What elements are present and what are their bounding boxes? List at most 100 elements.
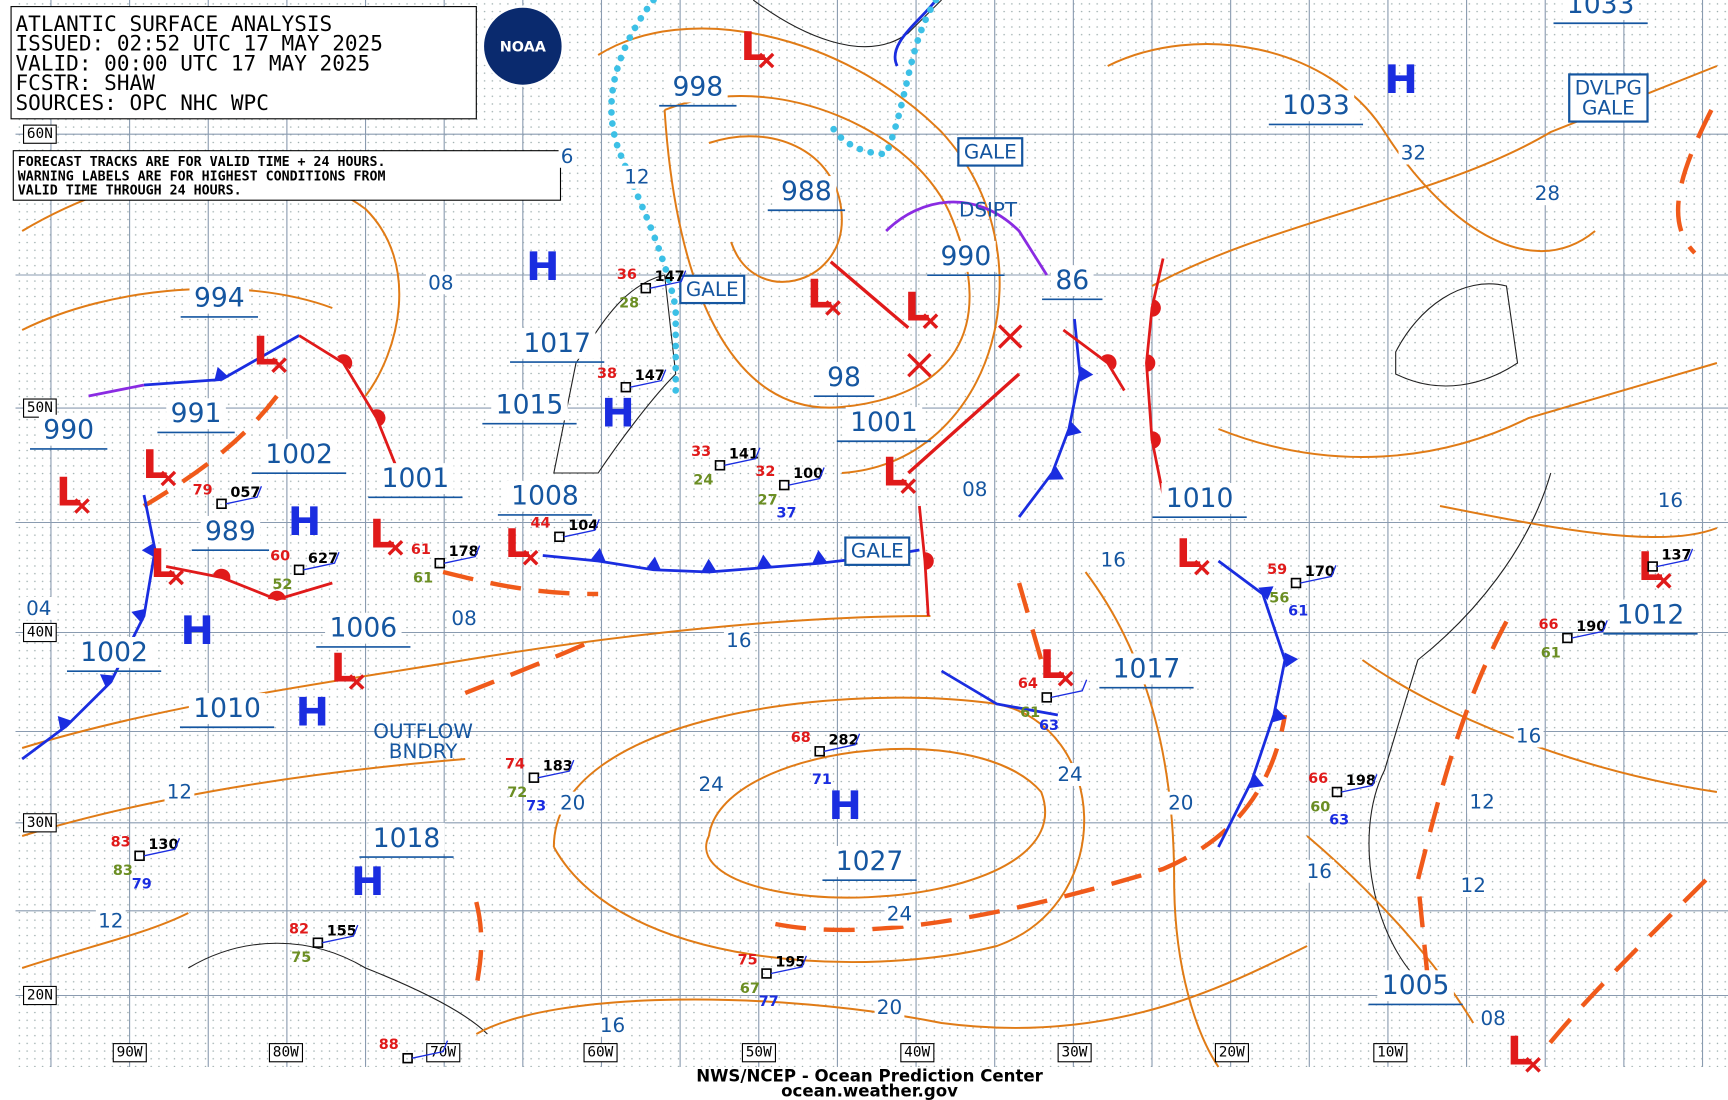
station-pressure: 057 xyxy=(230,485,260,501)
low-x xyxy=(74,498,90,514)
isobar-bg xyxy=(557,791,588,815)
warning-text: GALE xyxy=(851,540,904,563)
pressure-label: 994 xyxy=(194,283,245,314)
header-line: ATLANTIC SURFACE ANALYSIS xyxy=(16,12,333,36)
low-center: L xyxy=(142,442,167,488)
wind-barb xyxy=(788,467,825,486)
station-dewpoint: 61 xyxy=(1020,705,1040,721)
isobar-bg xyxy=(874,996,905,1020)
isobar-label: 12 xyxy=(624,166,649,189)
wind-barb xyxy=(563,518,600,538)
station-temp: 32 xyxy=(755,464,775,480)
footer-line: NWS/NCEP - Ocean Prediction Center xyxy=(696,1066,1043,1085)
noaa-logo-text: NOAA xyxy=(500,40,547,56)
warning-text: OUTFLOW xyxy=(373,720,473,743)
pressure-label: 1033 xyxy=(1567,0,1635,20)
station-pressure: 104 xyxy=(568,518,598,534)
lon-box xyxy=(1373,1043,1408,1063)
station-pressure: 147 xyxy=(635,368,665,384)
high-center: H xyxy=(288,499,321,545)
lon-box xyxy=(583,1043,618,1063)
low-x xyxy=(825,300,841,316)
isobar-bg xyxy=(622,165,652,189)
station-visibility: 77 xyxy=(759,994,779,1010)
isobar-bg xyxy=(959,478,990,502)
isobar-bg xyxy=(1055,763,1085,786)
low-center: L xyxy=(807,272,832,318)
isobar-label: 6 xyxy=(561,145,574,168)
station-temp: 61 xyxy=(411,542,431,558)
pressure-bg xyxy=(831,845,908,877)
isobar-bg xyxy=(1304,859,1335,883)
wind-barb xyxy=(303,551,340,571)
lon-box xyxy=(426,1043,461,1063)
isobar-bg xyxy=(449,606,480,630)
pressure-label: 1002 xyxy=(80,637,148,668)
wind-barb xyxy=(724,447,761,466)
isobar-bg xyxy=(1532,182,1563,206)
pressure-bg xyxy=(1612,599,1689,631)
lon-label: 10W xyxy=(1377,1045,1403,1061)
wind-barb xyxy=(1656,548,1694,568)
isobar-label: 32 xyxy=(1401,142,1426,165)
low-center: L xyxy=(1040,642,1065,688)
isobar-bg xyxy=(597,1013,628,1037)
station-temp: 82 xyxy=(289,922,309,938)
station-visibility: 73 xyxy=(526,798,546,814)
pressure-label: 1018 xyxy=(373,823,441,854)
lon-label: 50W xyxy=(746,1045,772,1061)
pressure-label: 989 xyxy=(205,516,256,547)
warning: GALE xyxy=(851,540,904,563)
station-pressure: 141 xyxy=(729,446,759,462)
pressure-bg xyxy=(491,389,568,421)
wind-barb xyxy=(1571,620,1608,639)
low-center: L xyxy=(1176,531,1201,577)
pressure-bg xyxy=(1277,90,1355,122)
lat-box xyxy=(22,985,57,1006)
low-center: L xyxy=(1507,1028,1532,1074)
low-center: L xyxy=(505,521,530,567)
isobar-label: 08 xyxy=(1480,1007,1505,1030)
low-x xyxy=(1057,670,1074,687)
isobar-label: 24 xyxy=(887,903,912,926)
pressure-bg xyxy=(1377,970,1454,1002)
wind-barb xyxy=(538,759,575,779)
lat-label: 50N xyxy=(27,400,53,416)
pressure-bg xyxy=(822,361,866,393)
station-pressure: 195 xyxy=(775,955,805,971)
warning: GALE xyxy=(964,140,1017,163)
station-visibility: 79 xyxy=(132,876,152,892)
station-dewpoint: 72 xyxy=(507,785,527,801)
low-center: L xyxy=(904,285,929,331)
isobar-bg xyxy=(425,271,456,295)
station-dewpoint: 27 xyxy=(758,493,778,509)
station-dewpoint: 83 xyxy=(113,863,133,879)
station-pressure: 282 xyxy=(829,732,859,748)
isobar-label: 28 xyxy=(1535,182,1560,205)
pressure-bg xyxy=(75,636,153,668)
isobar-bg xyxy=(558,144,576,168)
lon-box xyxy=(900,1043,935,1063)
isobar-label: 24 xyxy=(698,773,723,796)
note-line: VALID TIME THROUGH 24 HOURS. xyxy=(18,184,242,199)
isobar-label: 16 xyxy=(600,1014,625,1037)
station-dewpoint: 56 xyxy=(1269,590,1289,606)
isobar-bg xyxy=(23,596,54,620)
warning-text: GALE xyxy=(964,140,1017,163)
isobar-label: 12 xyxy=(1469,791,1494,814)
station-visibility: 63 xyxy=(1329,813,1349,829)
lon-box xyxy=(268,1043,304,1063)
pressure-label: 1001 xyxy=(850,407,918,438)
low-center: L xyxy=(150,541,175,587)
pressure-label: 998 xyxy=(672,72,723,103)
isobar-bg xyxy=(1467,790,1497,814)
warning: GALE xyxy=(686,278,739,301)
isobar-bg xyxy=(723,628,754,652)
station-visibility: 61 xyxy=(1288,604,1308,620)
warning-text: BNDRY xyxy=(389,740,459,763)
pressure-label: 1001 xyxy=(382,463,450,494)
station-dewpoint: 60 xyxy=(1310,799,1330,815)
isobar-bg xyxy=(1458,874,1489,898)
isobar-bg xyxy=(1478,1007,1509,1031)
